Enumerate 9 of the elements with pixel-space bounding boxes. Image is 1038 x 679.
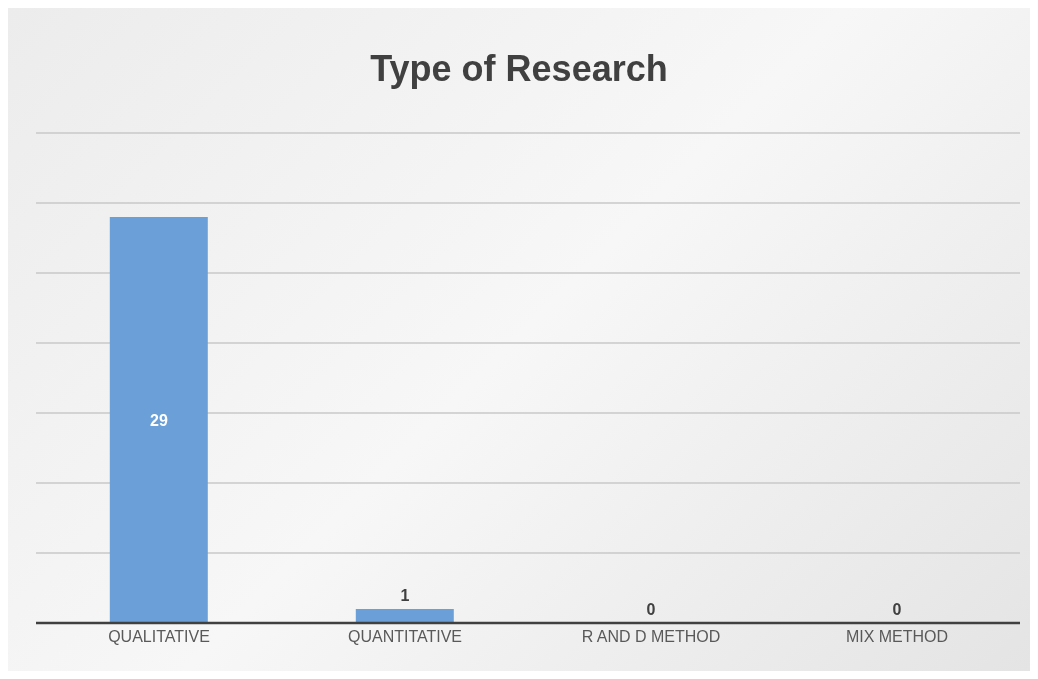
data-label: 0 — [892, 601, 902, 618]
x-tick-label: MIX METHOD — [845, 628, 949, 646]
x-tick-label: R AND D METHOD — [581, 628, 721, 646]
data-label: 0 — [646, 601, 656, 618]
x-tick-label: QUANTITATIVE — [347, 628, 463, 646]
data-label: 29 — [150, 412, 168, 429]
chart-title: Type of Research — [369, 48, 669, 90]
data-label: 1 — [400, 587, 410, 604]
x-tick-label: QUALITATIVE — [108, 628, 210, 646]
